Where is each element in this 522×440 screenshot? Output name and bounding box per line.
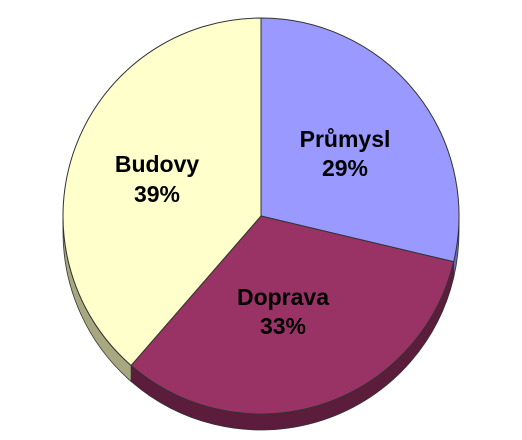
slice-percent-doprava: 33% (260, 313, 306, 339)
pie-slices (62, 17, 460, 415)
slice-doprava (130, 215, 455, 415)
slice-label-prumysl: Průmysl (300, 126, 391, 152)
pie-labels: Průmysl 29% Doprava 33% Budovy 39% (115, 126, 391, 339)
slice-percent-budovy: 39% (134, 181, 180, 207)
slice-label-doprava: Doprava (237, 284, 329, 310)
slice-percent-prumysl: 29% (322, 155, 368, 181)
slice-label-budovy: Budovy (115, 151, 200, 177)
slice-prumysl (260, 17, 460, 263)
slice-budovy (62, 17, 262, 367)
